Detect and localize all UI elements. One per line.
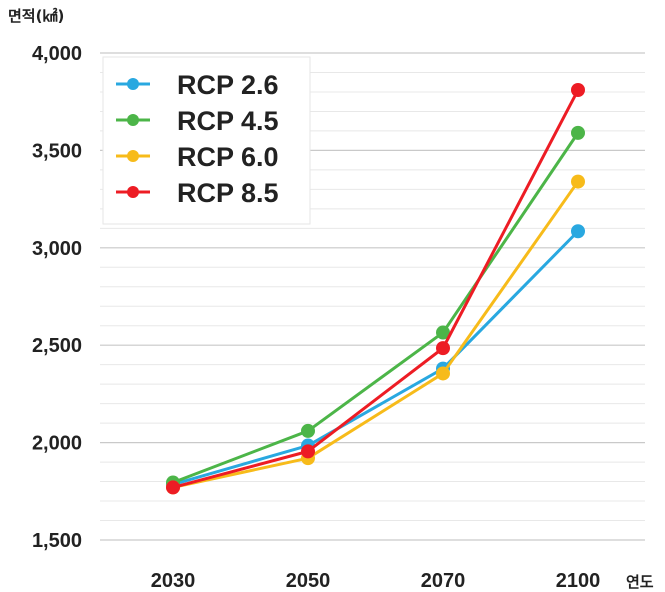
series-line-rcp-2-6	[172, 230, 580, 486]
series-rcp-4-5	[166, 125, 585, 490]
series-rcp-2-6	[166, 224, 585, 492]
legend-swatch-marker	[127, 78, 139, 90]
x-axis-label: 연도	[626, 573, 654, 591]
x-tick-label: 2050	[286, 570, 331, 592]
legend: RCP 2.6 RCP 4.5 RCP 6.0 RCP 8.5	[102, 56, 311, 225]
legend-label: RCP 2.6	[177, 70, 279, 100]
legend-entry-rcp-6-0: RCP 6.0	[116, 142, 279, 172]
y-tick-label: 4,000	[32, 43, 82, 65]
legend-label: RCP 6.0	[177, 142, 279, 172]
data-point-rcp-8-5	[571, 83, 585, 98]
x-axis-ticks: 2030 2050 2070 2100	[151, 570, 601, 592]
x-tick-label: 2030	[151, 570, 196, 592]
legend-entry-rcp-4-5: RCP 4.5	[116, 106, 279, 136]
data-point-rcp-6-0	[436, 366, 450, 381]
y-tick-label: 2,000	[32, 433, 82, 455]
series-line-rcp-8-5	[172, 89, 580, 489]
data-point-rcp-4-5	[571, 125, 585, 140]
series-line-rcp-6-0	[172, 180, 580, 489]
data-point-rcp-2-6	[571, 224, 585, 239]
legend-swatch-marker	[127, 186, 139, 198]
series-line-rcp-4-5	[172, 132, 580, 484]
y-tick-label: 2,500	[32, 335, 82, 357]
series-lines	[166, 83, 585, 495]
data-point-rcp-4-5	[301, 423, 315, 438]
legend-label: RCP 8.5	[177, 178, 279, 208]
legend-entry-rcp-8-5: RCP 8.5	[116, 178, 279, 208]
y-tick-label: 3,500	[32, 140, 82, 162]
legend-entry-rcp-2-6: RCP 2.6	[116, 70, 279, 100]
y-tick-label: 1,500	[32, 530, 82, 552]
data-point-rcp-8-5	[166, 480, 180, 495]
y-axis-ticks: 1,500 2,000 2,500 3,000 3,500 4,000	[32, 43, 82, 552]
y-tick-label: 3,000	[32, 238, 82, 260]
legend-label: RCP 4.5	[177, 106, 279, 136]
data-point-rcp-6-0	[571, 174, 585, 189]
x-tick-label: 2100	[556, 570, 601, 592]
y-axis-label: 면적(㎢)	[8, 7, 64, 25]
data-point-rcp-8-5	[301, 444, 315, 459]
data-point-rcp-8-5	[436, 341, 450, 356]
x-tick-label: 2070	[421, 570, 466, 592]
series-rcp-8-5	[166, 83, 585, 495]
data-point-rcp-4-5	[436, 325, 450, 340]
legend-swatch-marker	[127, 114, 139, 126]
gridlines	[100, 52, 645, 541]
legend-swatch-marker	[127, 150, 139, 162]
